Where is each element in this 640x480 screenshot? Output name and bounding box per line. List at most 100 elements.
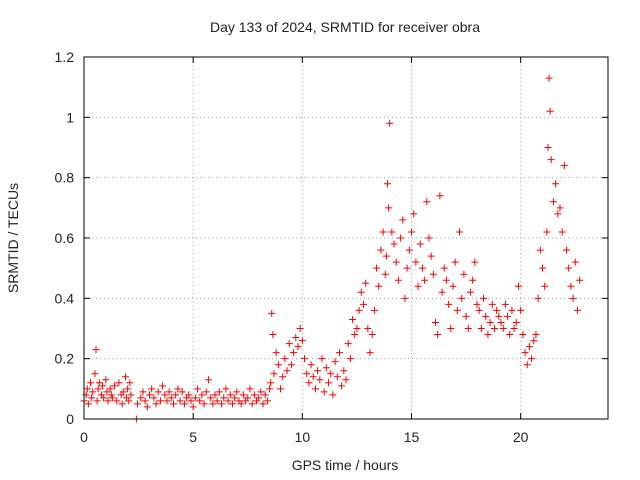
data-point	[283, 367, 291, 375]
data-point	[416, 240, 424, 248]
data-point	[189, 403, 197, 411]
data-point	[466, 288, 474, 296]
data-point	[204, 376, 212, 384]
data-point	[534, 294, 542, 302]
x-tick-label: 10	[295, 429, 311, 445]
data-point	[152, 400, 160, 408]
data-point	[87, 379, 95, 387]
data-point	[397, 234, 405, 242]
data-point	[442, 276, 450, 284]
data-point	[287, 361, 295, 369]
data-point	[224, 397, 232, 405]
data-point	[268, 309, 276, 317]
data-point	[213, 397, 221, 405]
data-point	[255, 394, 263, 402]
data-point	[261, 391, 269, 399]
data-point	[176, 397, 184, 405]
data-point	[349, 315, 357, 323]
data-point	[447, 325, 455, 332]
data-point	[95, 379, 103, 387]
data-point	[174, 385, 182, 393]
data-point	[486, 318, 494, 326]
data-point	[281, 355, 289, 363]
data-point	[438, 288, 446, 296]
data-point	[490, 325, 498, 332]
data-point	[94, 385, 102, 393]
data-point	[185, 391, 193, 399]
data-point	[237, 400, 245, 408]
data-point	[196, 397, 204, 405]
data-point	[375, 282, 383, 290]
data-point	[316, 376, 324, 384]
data-point	[202, 388, 210, 396]
data-point	[368, 331, 376, 339]
data-point	[301, 355, 309, 363]
data-point	[92, 346, 100, 354]
data-point	[259, 400, 267, 408]
data-point	[194, 385, 202, 393]
data-point	[517, 306, 525, 314]
data-point	[504, 312, 512, 320]
plot-frame	[83, 56, 609, 420]
data-point	[366, 349, 374, 357]
data-point	[554, 210, 562, 218]
data-point	[440, 264, 448, 272]
data-point	[410, 210, 418, 218]
data-point	[215, 388, 223, 396]
data-point	[362, 279, 370, 287]
data-point	[370, 306, 378, 314]
data-point	[390, 240, 398, 248]
data-point	[118, 400, 126, 408]
y-tick-label: 0.2	[55, 351, 75, 367]
data-point	[355, 306, 363, 314]
data-point	[156, 397, 164, 405]
data-point	[108, 394, 116, 402]
data-point	[385, 204, 393, 212]
data-point	[351, 331, 359, 339]
data-point	[292, 334, 300, 342]
data-point	[434, 331, 442, 339]
data-point	[373, 264, 381, 272]
data-point	[285, 340, 293, 348]
data-point	[556, 204, 564, 212]
data-point	[200, 400, 208, 408]
data-point	[552, 180, 560, 188]
data-point	[305, 379, 313, 387]
data-point	[298, 337, 306, 345]
data-point	[528, 355, 536, 363]
data-point	[111, 382, 119, 390]
data-point	[423, 198, 431, 206]
data-point	[191, 394, 199, 402]
data-point	[146, 391, 153, 399]
data-point	[499, 325, 507, 332]
data-point	[322, 364, 330, 372]
y-tick-label: 0.8	[55, 170, 75, 186]
data-point	[364, 325, 372, 332]
data-point	[488, 300, 496, 308]
data-point	[269, 331, 277, 339]
ticks-layer: 0 0.2 0.4 0.6 0.8 1 1.2 0 5 10 15 20	[55, 49, 608, 445]
data-point	[125, 397, 133, 405]
data-point	[143, 403, 151, 411]
data-point	[379, 228, 387, 236]
data-point	[414, 282, 422, 290]
data-point	[475, 306, 483, 314]
data-point	[497, 318, 505, 326]
data-point	[84, 400, 92, 408]
data-point	[170, 400, 178, 408]
data-point	[187, 397, 195, 405]
data-point	[514, 282, 522, 290]
data-point	[89, 388, 97, 396]
data-point	[99, 382, 107, 390]
data-point	[115, 379, 123, 387]
data-point	[382, 252, 390, 260]
data-point	[248, 400, 256, 408]
data-point	[161, 391, 169, 399]
data-point	[445, 300, 453, 308]
data-point	[119, 388, 127, 396]
x-tick-label: 20	[513, 429, 529, 445]
data-point	[100, 394, 108, 402]
data-point	[480, 294, 488, 302]
data-point	[436, 192, 444, 200]
